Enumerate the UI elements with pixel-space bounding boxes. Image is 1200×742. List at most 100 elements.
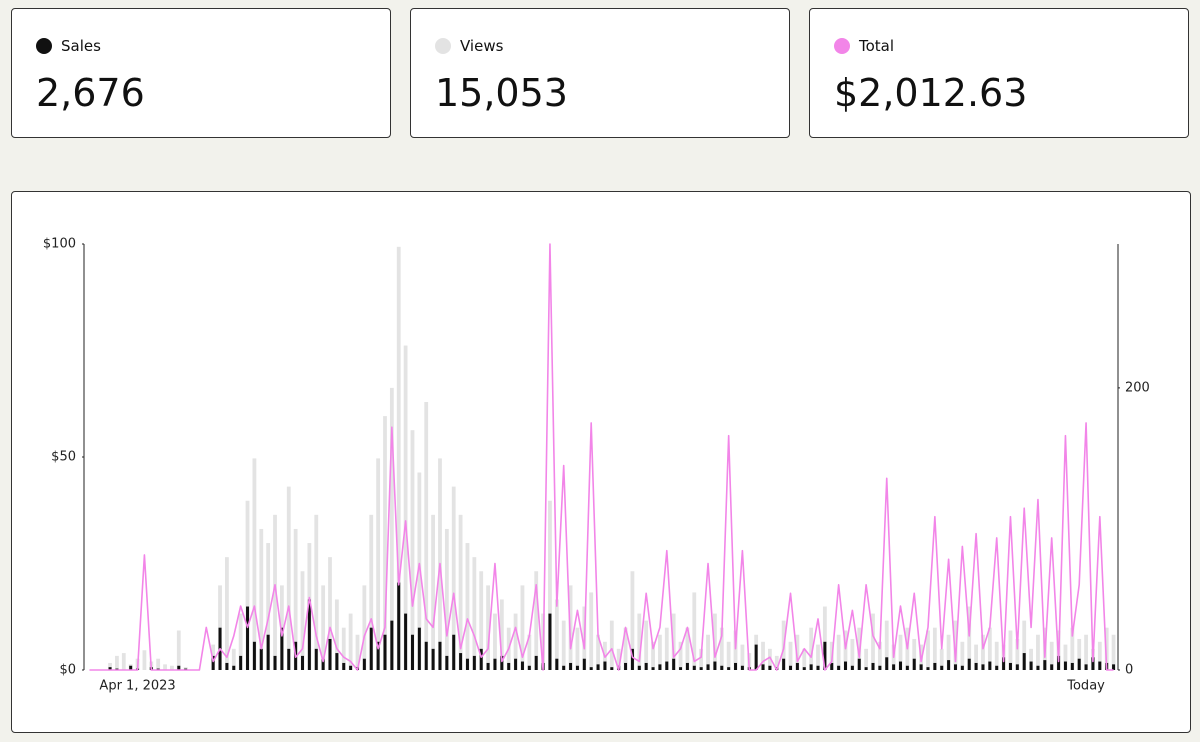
bar [692, 592, 697, 670]
bar [287, 648, 291, 670]
bar [987, 627, 992, 670]
bar [616, 648, 621, 670]
bar [569, 662, 573, 670]
bar [520, 661, 524, 670]
bar [465, 543, 470, 670]
bar [967, 658, 971, 670]
bar [232, 665, 236, 670]
bar [892, 664, 896, 670]
bar [767, 648, 772, 670]
bar [857, 658, 861, 670]
bar [644, 662, 648, 670]
bar [513, 613, 518, 670]
bar [719, 627, 724, 670]
bar [575, 665, 579, 670]
bar [946, 634, 951, 670]
bar [609, 620, 614, 670]
bar [520, 585, 525, 670]
bar [252, 641, 256, 670]
line [89, 243, 1114, 671]
bar [321, 585, 326, 670]
bar [658, 664, 662, 670]
bar [472, 557, 477, 670]
bar [362, 658, 366, 670]
bar [472, 655, 476, 670]
bar [1015, 638, 1020, 670]
bar [850, 638, 855, 670]
bar [514, 658, 518, 670]
x-tick-label: Today [1066, 679, 1105, 694]
bar [761, 664, 765, 670]
bar [589, 667, 593, 670]
bar [321, 658, 325, 670]
bar [500, 655, 504, 670]
bar [603, 661, 607, 670]
bar [699, 648, 704, 670]
bar [403, 345, 408, 670]
bar [871, 613, 875, 670]
bar [548, 500, 552, 670]
bar [314, 514, 319, 670]
bar [1050, 664, 1054, 670]
bar [293, 528, 298, 670]
total-card: Total $2,012.63 [809, 8, 1189, 138]
bar [802, 648, 807, 670]
bar [630, 648, 634, 670]
bar [245, 500, 250, 670]
bar [844, 661, 848, 670]
bar [163, 664, 167, 670]
bar [706, 664, 710, 670]
bar [733, 630, 738, 670]
bar [575, 627, 580, 670]
bar [953, 664, 957, 670]
bar [1097, 641, 1102, 670]
bar [259, 648, 263, 670]
bar [554, 599, 559, 670]
bar [534, 571, 539, 670]
bar [960, 641, 965, 670]
bar [479, 648, 483, 670]
bar [1077, 638, 1082, 670]
bar [933, 662, 937, 670]
bar [486, 585, 490, 670]
bar [341, 627, 346, 670]
bar [651, 667, 655, 670]
bar [623, 627, 628, 670]
bar [947, 660, 951, 670]
bar [1098, 661, 1102, 670]
legend-dot [435, 38, 451, 54]
bar [932, 627, 937, 670]
bar [1049, 641, 1054, 670]
bar [610, 667, 614, 670]
bar [369, 514, 374, 670]
bar [974, 644, 978, 670]
bar [768, 665, 772, 670]
bar [334, 599, 339, 670]
bar [919, 664, 923, 670]
bar [555, 658, 559, 670]
y2-tick-label: 0 [1125, 663, 1133, 678]
card-label: Views [435, 37, 503, 55]
bar [582, 658, 586, 670]
bar [1070, 627, 1075, 670]
bar [507, 662, 511, 670]
bar [789, 665, 793, 670]
bar [850, 665, 854, 670]
bar [383, 634, 387, 670]
bar [939, 648, 944, 670]
bar [837, 665, 841, 670]
bar [877, 641, 882, 670]
bar [231, 648, 236, 670]
bar [782, 658, 786, 670]
bar [589, 592, 594, 670]
bar [637, 665, 641, 670]
bar [465, 658, 469, 670]
bar [871, 662, 875, 670]
bar [1022, 653, 1026, 670]
bar [974, 662, 978, 670]
bar [685, 662, 689, 670]
bar [1036, 634, 1040, 670]
bar [713, 661, 717, 670]
bar [452, 634, 456, 670]
bar [809, 664, 813, 670]
